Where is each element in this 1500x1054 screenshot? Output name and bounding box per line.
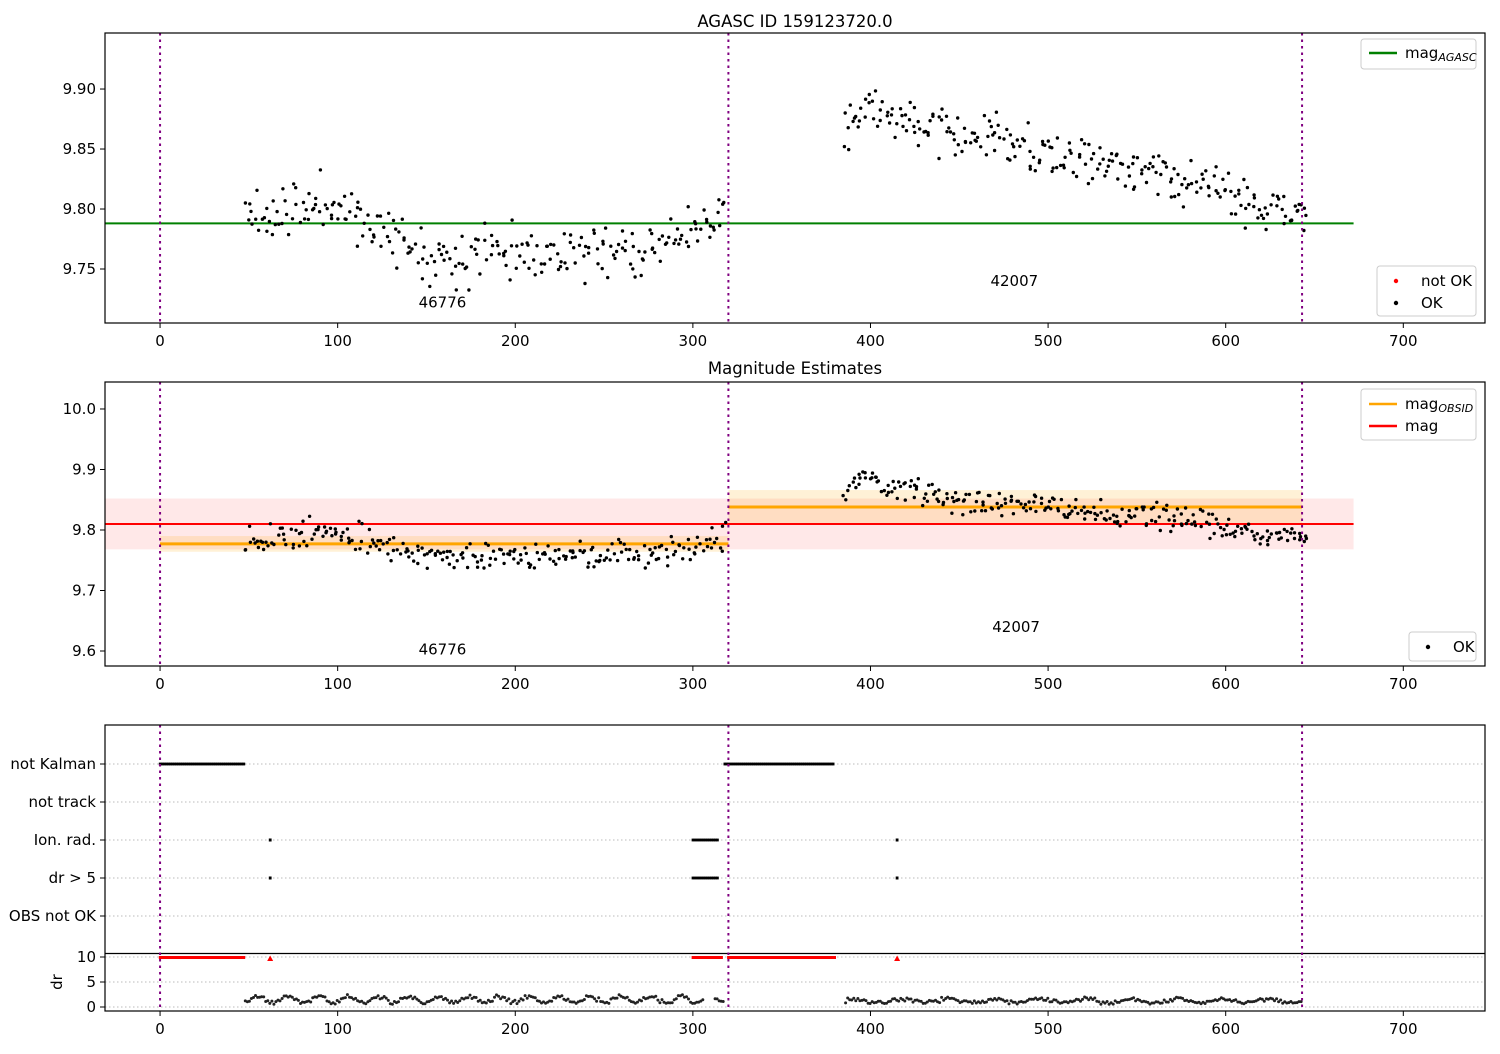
legend-label: OK: [1453, 638, 1476, 656]
legend-label-text: mag: [1405, 44, 1438, 62]
dr-not-ok-marks: [158, 955, 901, 961]
x-tick-label: 100: [323, 1020, 352, 1038]
obsid-46776-points: [243, 514, 728, 570]
x-tick-label: 200: [501, 332, 530, 350]
x-tick-label: 300: [679, 675, 708, 693]
dr-not-ok-triangle: [894, 955, 901, 961]
x-tick-label: 300: [679, 1020, 708, 1038]
x-tick-label: 300: [679, 332, 708, 350]
flag-row-marks: [268, 876, 899, 880]
legend-box: [1408, 631, 1477, 662]
legend-label-subscript: OBSID: [1438, 402, 1473, 415]
x-tick-label: 700: [1389, 675, 1418, 693]
legend-label-text: mag: [1405, 395, 1438, 413]
obsid-annotation: 46776: [419, 641, 467, 659]
x-tick-label: 0: [155, 1020, 165, 1038]
obsid-42007-points: [842, 89, 1308, 233]
x-tick-label: 100: [323, 675, 352, 693]
legend-dot-swatch: [1425, 644, 1431, 650]
legend-label-text: OK: [1453, 638, 1476, 656]
flag-row-label: not Kalman: [10, 755, 96, 773]
x-tick-label: 400: [856, 1020, 885, 1038]
flag-row-marks: [158, 762, 835, 766]
flag-row-label: OBS not OK: [9, 907, 97, 925]
x-tick-label: 600: [1211, 675, 1240, 693]
y-tick-label: 9.75: [63, 260, 96, 278]
legend-label-subscript: AGASC: [1437, 51, 1477, 64]
y-tick-label: 9.7: [72, 581, 96, 599]
legend-label-text: not OK: [1421, 272, 1473, 290]
dr-axis-label: dr: [48, 973, 66, 990]
x-tick-label: 500: [1034, 675, 1063, 693]
x-tick-label: 400: [856, 675, 885, 693]
legend-box: [1360, 38, 1477, 70]
legend-label: magAGASC: [1405, 44, 1477, 64]
legend-box: [1376, 265, 1477, 317]
dr-trace: [243, 993, 1303, 1006]
legend-label: not OK: [1421, 272, 1473, 290]
obsid-46776-points: [243, 168, 726, 292]
obsid-annotation: 46776: [419, 293, 467, 311]
legend-label: OK: [1421, 294, 1444, 312]
dr-tick-label: 0: [86, 998, 96, 1016]
legend-dot-swatch: [1393, 278, 1399, 284]
x-tick-label: 600: [1211, 1020, 1240, 1038]
dr-not-ok-triangle: [267, 955, 274, 961]
y-tick-label: 9.8: [72, 521, 96, 539]
flag-row-label: dr > 5: [49, 869, 96, 887]
plot-frame: [104, 724, 1486, 1012]
flag-row-label: not track: [28, 793, 96, 811]
chart-title: AGASC ID 159123720.0: [697, 12, 892, 31]
y-tick-label: 10.0: [63, 400, 96, 418]
x-tick-label: 600: [1211, 332, 1240, 350]
plot-frame: [104, 381, 1486, 667]
magnitude-estimates-plot: 0 100 200 300 400 500 600 700 9.6 9.7 9.8 9.9 10.0 46…: [63, 359, 1486, 693]
dr-tick-label: 5: [86, 973, 96, 991]
plot-frame: [104, 32, 1486, 324]
x-tick-label: 400: [856, 332, 885, 350]
y-tick-label: 9.6: [72, 642, 96, 660]
legend-label: mag: [1405, 417, 1438, 435]
x-tick-label: 0: [155, 675, 165, 693]
obsid-annotation: 42007: [992, 618, 1040, 636]
x-tick-label: 100: [323, 332, 352, 350]
legend-label: magOBSID: [1405, 395, 1473, 415]
flag-row-marks: [268, 838, 899, 842]
x-tick-label: 700: [1389, 332, 1418, 350]
x-tick-label: 200: [501, 675, 530, 693]
obsid-annotation: 42007: [990, 272, 1038, 290]
y-tick-label: 9.9: [72, 460, 96, 478]
legend-label-text: OK: [1421, 294, 1444, 312]
flag-row-label: Ion. rad.: [34, 831, 96, 849]
legend-label-text: mag: [1405, 417, 1438, 435]
x-tick-label: 500: [1034, 332, 1063, 350]
y-tick-label: 9.85: [63, 140, 96, 158]
x-tick-label: 500: [1034, 1020, 1063, 1038]
obsid-42007-points: [841, 470, 1309, 547]
agasc-mag-plot: 0 100 200 300 400 500 600 700 9.75 9.80 9.85 9.90 46…: [63, 12, 1486, 350]
x-tick-label: 200: [501, 1020, 530, 1038]
y-tick-label: 9.80: [63, 200, 96, 218]
dr-tick-label: 10: [77, 948, 96, 966]
x-tick-label: 700: [1389, 1020, 1418, 1038]
legend-dot-swatch: [1393, 300, 1399, 306]
x-tick-label: 0: [155, 332, 165, 350]
y-tick-label: 9.90: [63, 80, 96, 98]
chart-title: Magnitude Estimates: [708, 359, 882, 378]
